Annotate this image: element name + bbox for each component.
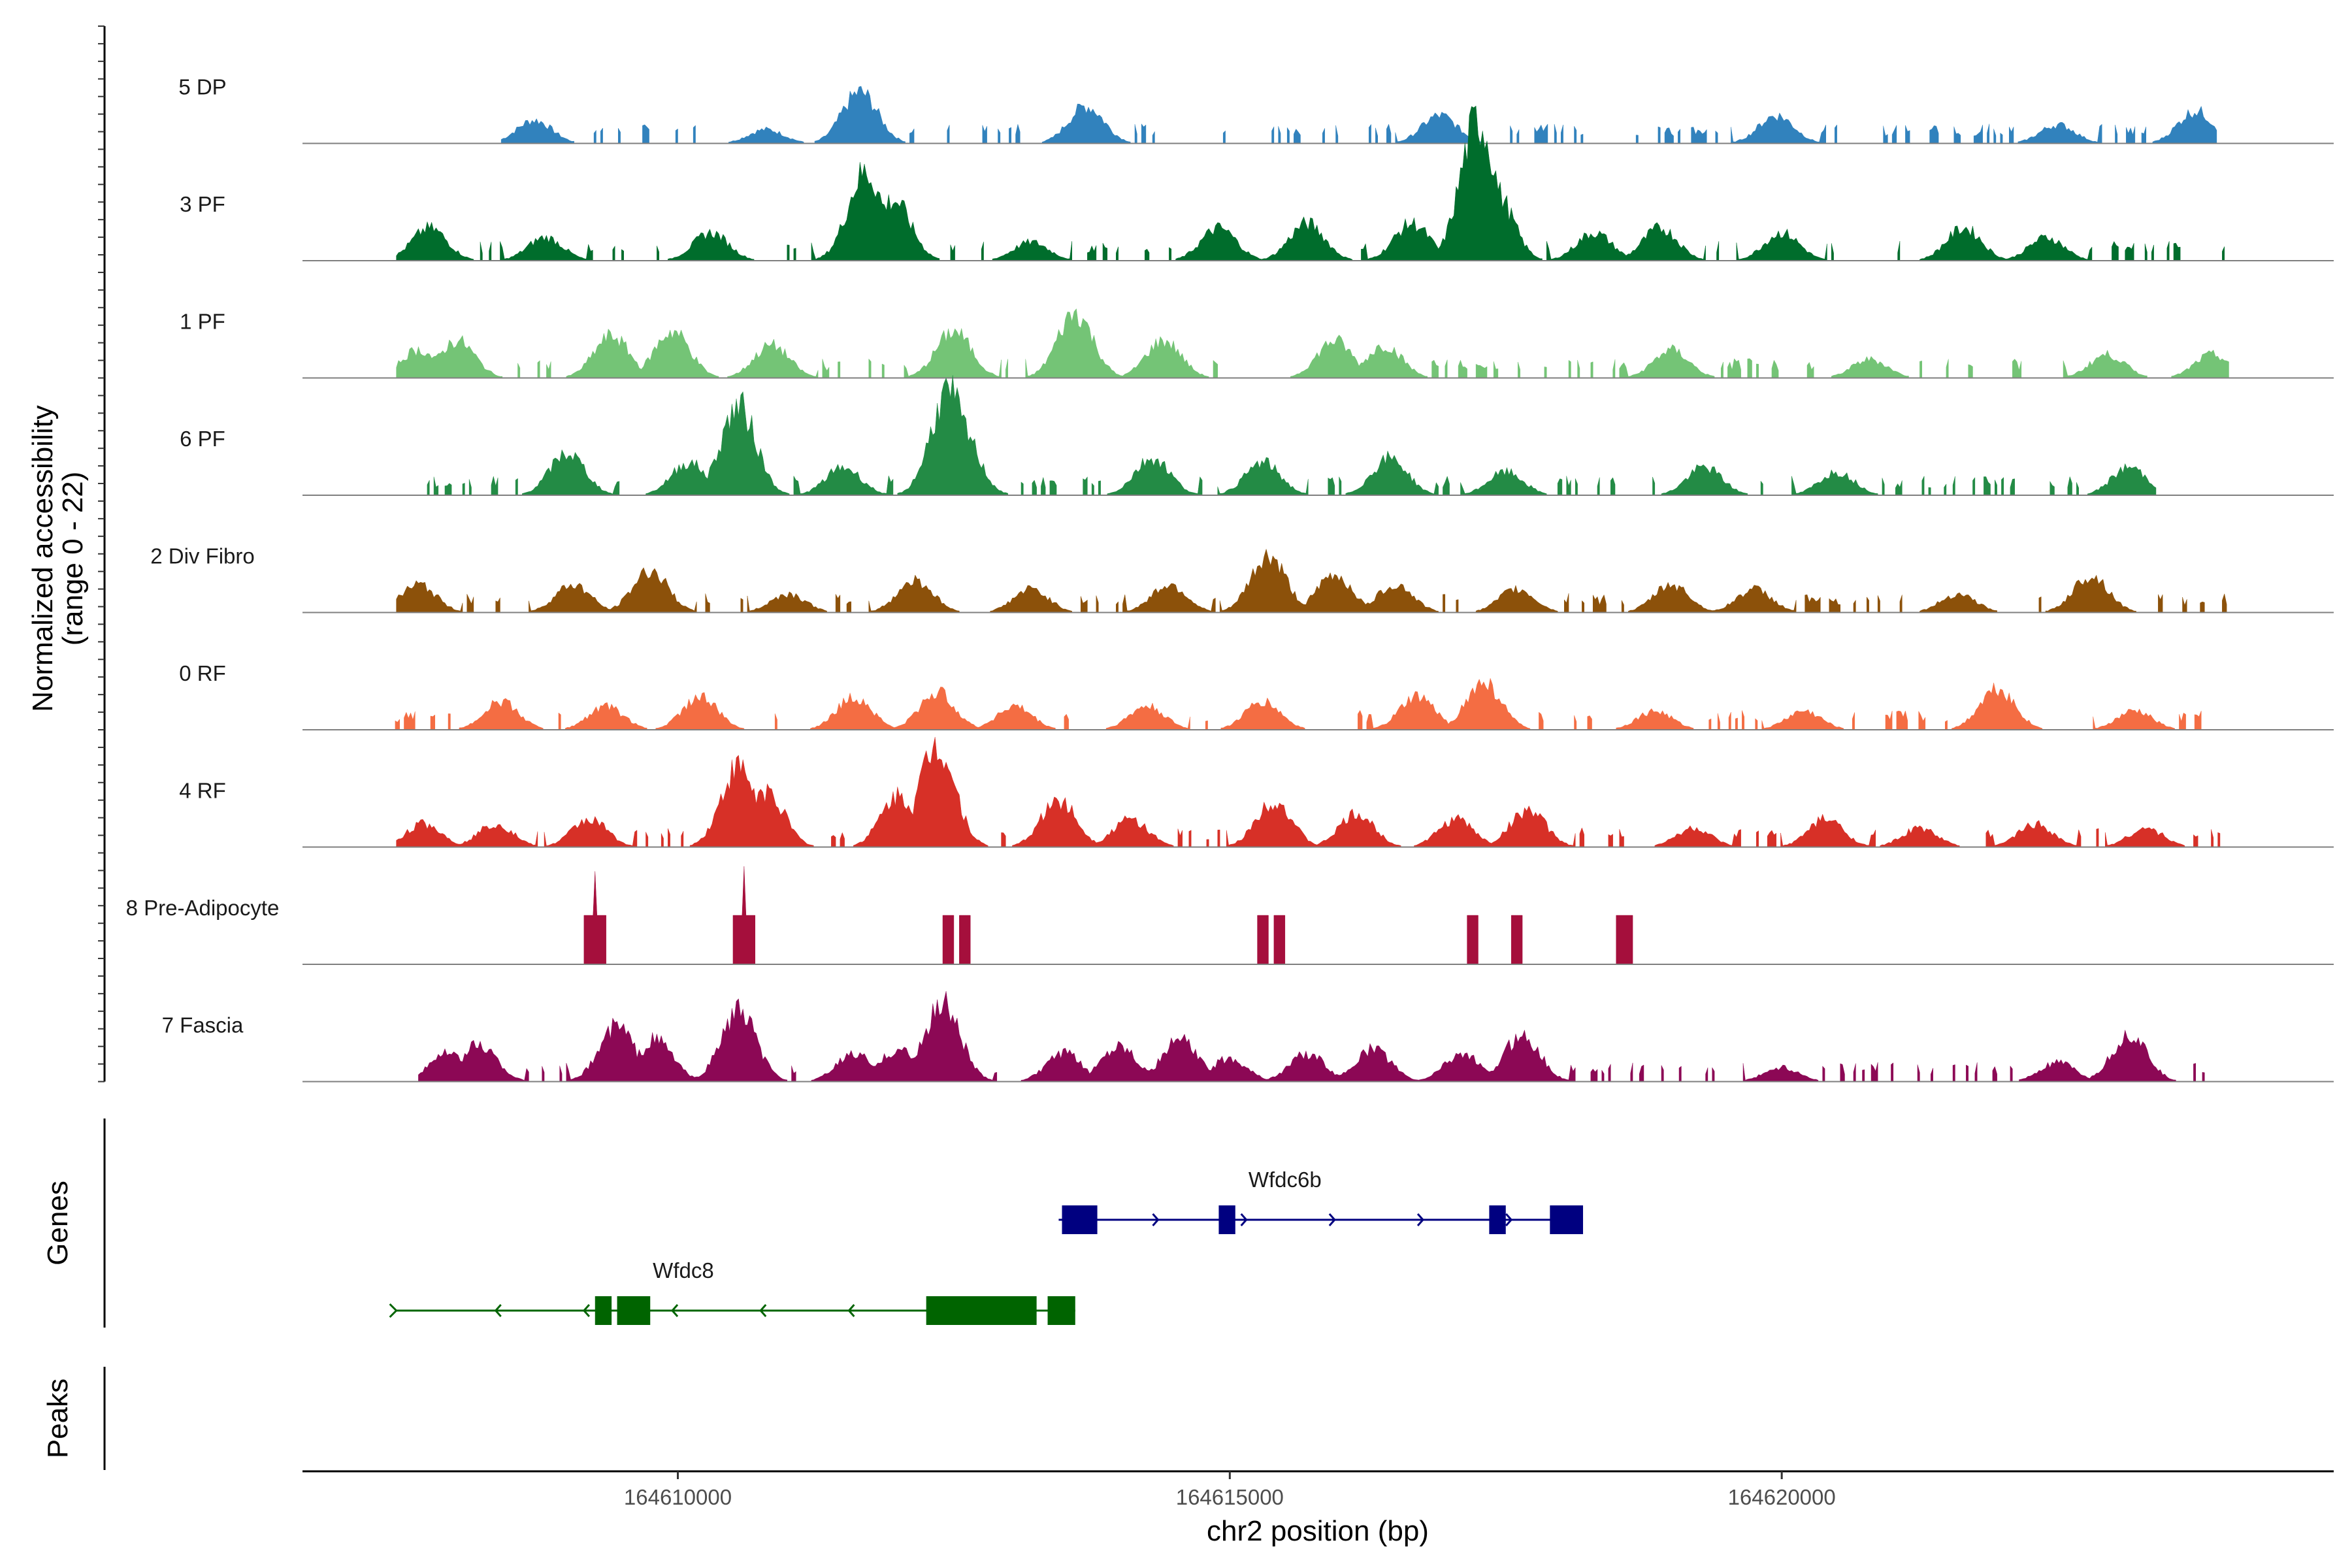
x-axis-title: chr2 position (bp) [1207, 1515, 1429, 1547]
coverage-area [396, 737, 2221, 847]
track-7-fascia: 7 Fascia [162, 991, 2334, 1083]
track-label: 6 PF [180, 427, 225, 451]
strand-arrow [582, 1304, 590, 1317]
gene-exon [1218, 1205, 1235, 1234]
track-label: 5 DP [178, 75, 226, 99]
y-axis-title-line2: (range 0 - 22) [57, 472, 89, 646]
gene-wfdc8: Wfdc8 [389, 1258, 1075, 1325]
y-axis-title-line1: Normalized accessibility [27, 405, 59, 711]
genes-panel-title: Genes [42, 1181, 74, 1266]
strand-arrow [494, 1304, 502, 1317]
strand-arrow [759, 1304, 767, 1317]
gene-exon [926, 1296, 1037, 1325]
track-4-rf: 4 RF [179, 737, 2334, 848]
coverage-area [583, 866, 1633, 965]
x-tick-label: 164615000 [1176, 1485, 1284, 1509]
track-label: 3 PF [180, 192, 225, 216]
coverage-area [395, 678, 2202, 730]
x-tick-label: 164620000 [1728, 1485, 1836, 1509]
coverage-area [396, 105, 2225, 261]
strand-arrow [389, 1303, 398, 1318]
track-label: 7 Fascia [162, 1013, 244, 1037]
track-6-pf: 6 PF [180, 375, 2334, 496]
strand-arrow [1152, 1213, 1160, 1226]
gene-exon [595, 1296, 612, 1325]
strand-arrow [1240, 1213, 1248, 1226]
track-label: 4 RF [179, 779, 226, 803]
track-1-pf: 1 PF [180, 308, 2334, 379]
strand-arrow [1505, 1213, 1513, 1226]
track-5-dp: 5 DP [178, 75, 2334, 144]
coverage-axis [98, 25, 106, 1083]
coverage-tracks: 5 DP 3 PF 1 PF 6 PF 2 Div Fibro 0 RF 4 RF 8 Pre… [126, 75, 2334, 1083]
coverage-area [500, 86, 2217, 144]
track-0-rf: 0 RF [179, 661, 2334, 730]
gene-exon [617, 1296, 651, 1325]
gene-wfdc6b: Wfdc6b [1058, 1168, 1584, 1234]
track-label: 0 RF [179, 661, 226, 685]
track-2-div-fibro: 2 Div Fibro [150, 544, 2334, 613]
track-label: 1 PF [180, 310, 225, 334]
strand-arrow [1416, 1213, 1425, 1226]
track-3-pf: 3 PF [180, 105, 2334, 261]
gene-exon [1047, 1296, 1075, 1325]
strand-arrow [1328, 1213, 1336, 1226]
gene-annotation: Wfdc6b Wfdc8 [389, 1168, 1584, 1325]
coverage-area [418, 991, 2205, 1082]
track-label: 2 Div Fibro [150, 544, 255, 568]
track-label: 8 Pre-Adipocyte [126, 896, 280, 920]
gene-exon [1062, 1205, 1098, 1234]
peaks-panel-title: Peaks [42, 1379, 74, 1458]
gene-label: Wfdc8 [653, 1258, 714, 1282]
gene-exon [1550, 1205, 1584, 1234]
coverage-area [396, 548, 2227, 613]
x-tick-label: 164610000 [624, 1485, 732, 1509]
gene-exon [1489, 1205, 1506, 1234]
strand-arrow [671, 1304, 679, 1317]
strand-arrow [847, 1304, 855, 1317]
gene-label: Wfdc6b [1249, 1168, 1322, 1192]
coverage-area [427, 375, 2157, 496]
x-axis-ticks: 164610000 164615000 164620000 [624, 1471, 1836, 1509]
track-8-pre-adipocyte: 8 Pre-Adipocyte [126, 866, 2334, 965]
coverage-area [396, 308, 2229, 378]
